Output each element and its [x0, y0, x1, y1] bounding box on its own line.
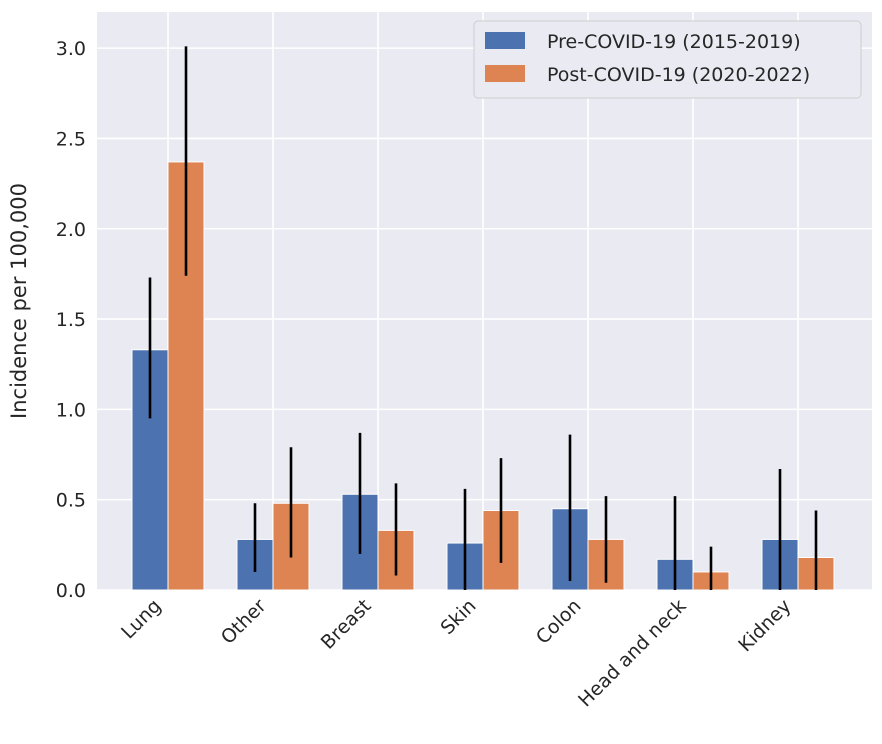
x-tick-label: Skin [436, 595, 480, 639]
y-tick-label: 0.5 [56, 490, 86, 512]
y-axis-label: Incidence per 100,000 [7, 183, 31, 419]
x-tick-label: Kidney [734, 595, 795, 656]
x-tick-label: Other [217, 595, 271, 649]
legend-swatch-pre [485, 32, 525, 49]
legend-label-pre: Pre-COVID-19 (2015-2019) [547, 31, 801, 53]
x-tick-label: Head and neck [574, 595, 690, 711]
x-tick-label: Colon [532, 595, 586, 649]
bars [131, 161, 835, 591]
error-bars [148, 46, 818, 590]
y-tick-label: 0.0 [56, 580, 86, 602]
legend-swatch-post [485, 65, 525, 82]
y-tick-label: 3.0 [56, 38, 86, 60]
x-tick-label: Breast [317, 595, 376, 654]
y-tick-label: 2.0 [56, 219, 86, 241]
legend-label-post: Post-COVID-19 (2020-2022) [547, 64, 810, 86]
y-tick-label: 2.5 [56, 128, 86, 150]
y-tick-label: 1.0 [56, 399, 86, 421]
y-tick-labels: 0.0 0.5 1.0 1.5 2.0 2.5 3.0 [56, 38, 86, 602]
plot-area [97, 12, 872, 590]
x-tick-label: Lung [117, 595, 165, 643]
legend: Pre-COVID-19 (2015-2019) Post-COVID-19 (… [473, 20, 862, 99]
y-tick-label: 1.5 [56, 309, 86, 331]
legend-box [473, 20, 862, 99]
